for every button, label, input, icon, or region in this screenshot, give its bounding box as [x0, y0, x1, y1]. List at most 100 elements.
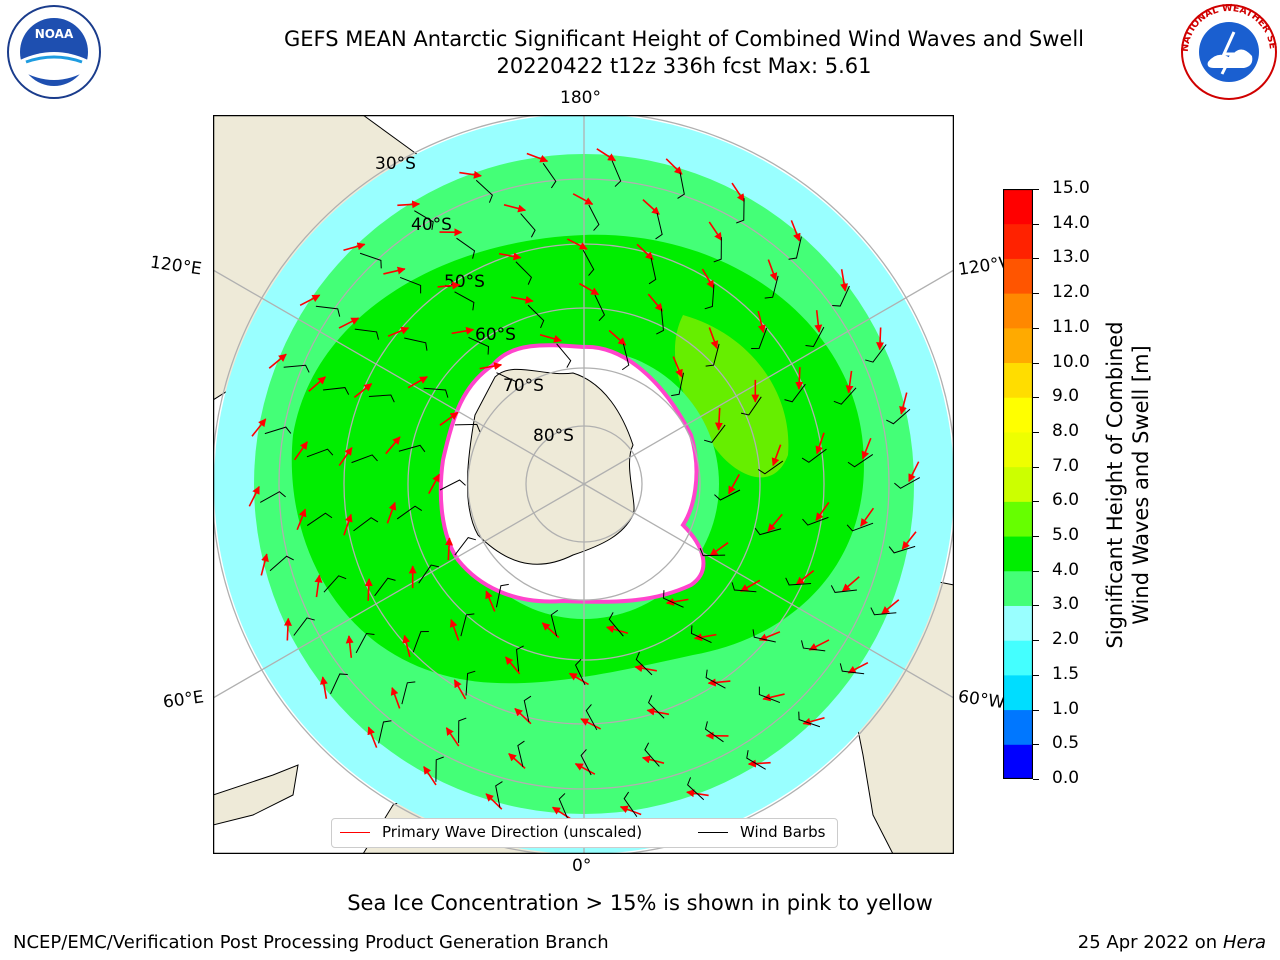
wave-direction-arrow [268, 353, 287, 369]
wave-direction-arrow [343, 242, 366, 251]
colorbar-segment [1003, 501, 1033, 537]
wave-direction-arrow [428, 473, 440, 495]
wind-barb [378, 720, 392, 744]
legend-barbs-swatch [698, 832, 728, 833]
wind-barb [623, 791, 638, 817]
wind-barb [870, 607, 897, 616]
wind-barb [404, 337, 428, 351]
colorbar-tick-label: 13.0 [1052, 247, 1090, 268]
wave-direction-arrow [299, 294, 321, 307]
colorbar-tick-label: 10.0 [1052, 351, 1090, 372]
wave-direction-arrow [619, 805, 642, 816]
colorbar-segment [1003, 293, 1033, 329]
wind-barb [283, 364, 310, 373]
wave-direction-arrow [693, 633, 717, 642]
wave-direction-arrow [665, 597, 689, 606]
wind-barb [396, 505, 423, 520]
wave-direction-arrow [845, 370, 854, 394]
wave-direction-arrow [439, 411, 459, 426]
wave-direction-arrow [251, 418, 267, 437]
wave-direction-arrow [714, 407, 723, 431]
wind-barb [264, 426, 292, 435]
wave-direction-arrow [861, 437, 872, 460]
colorbar [1003, 189, 1033, 779]
colorbar-frame [1003, 189, 1033, 779]
madagascar-land [213, 764, 299, 826]
colorbar-tick [1033, 362, 1039, 364]
wind-barb [418, 564, 440, 584]
wind-barb [714, 489, 741, 501]
wave-direction-arrow [526, 152, 549, 163]
wind-barb [423, 387, 449, 398]
wave-direction-arrow [314, 574, 323, 598]
colorbar-tick-label: 3.0 [1052, 594, 1080, 615]
wave-direction-arrow [445, 537, 454, 561]
wave-direction-arrow [762, 693, 785, 702]
wave-direction-arrow [767, 513, 783, 532]
wind-barb [764, 275, 779, 299]
colorbar-tick [1033, 779, 1039, 780]
wind-barb [585, 704, 598, 731]
wave-direction-arrow [572, 193, 594, 205]
wind-barb [705, 669, 726, 689]
wind-barb [611, 160, 622, 187]
wave-direction-arrow [338, 317, 360, 329]
wind-barb [456, 237, 476, 259]
wind-barb [888, 545, 916, 554]
wave-direction-arrow [908, 461, 920, 483]
wave-direction-arrow [511, 295, 534, 304]
colorbar-tick-label: 15.0 [1052, 178, 1090, 198]
wind-barb [574, 658, 586, 686]
colorbar-label-line2: Wind Waves and Swell [m] [1129, 345, 1153, 625]
wave-direction-arrow [293, 441, 308, 461]
wave-direction-arrow [747, 759, 771, 768]
lon-label-120e: 120°E [148, 252, 203, 280]
wind-barb [635, 651, 653, 676]
wind-barb [401, 681, 416, 705]
wind-barb [677, 172, 685, 199]
wave-direction-arrow [579, 282, 600, 296]
colorbar-segment [1003, 744, 1033, 779]
wave-direction-arrow [407, 376, 428, 389]
wave-direction-arrow [345, 635, 354, 658]
noaa-logo-icon: NOAA [7, 5, 101, 99]
wind-barb [588, 204, 600, 231]
wave-direction-arrow [353, 383, 373, 399]
colorbar-tick-label: 1.0 [1052, 698, 1080, 719]
wind-barb [495, 583, 509, 608]
colorbar-tick [1033, 709, 1039, 711]
wind-barb [315, 305, 341, 317]
wind-barb [805, 326, 825, 348]
wind-barb [516, 645, 524, 672]
wind-barb [746, 750, 766, 770]
colorbar-tick [1033, 605, 1039, 607]
wind-barb [517, 740, 525, 768]
wave-direction-arrow [708, 221, 723, 241]
wave-direction-arrow [709, 542, 729, 557]
wave-direction-arrow [840, 269, 849, 292]
wind-barb [458, 717, 467, 743]
graticule [213, 115, 954, 854]
colorbar-segment [1003, 258, 1033, 294]
wave-direction-arrow [397, 200, 421, 209]
chart-title: GEFS MEAN Antarctic Significant Height o… [283, 27, 1085, 51]
wave-direction-arrow [283, 617, 292, 641]
colorbar-tick-label: 1.5 [1052, 663, 1080, 684]
wave-direction-arrow [504, 656, 521, 675]
wave-direction-arrow [841, 576, 860, 592]
wind-barb [736, 198, 745, 224]
colorbar-segment [1003, 189, 1033, 225]
legend-primary-label: Primary Wave Direction (unscaled) [382, 823, 643, 841]
lon-label-180: 180° [560, 88, 601, 108]
wind-barb [435, 756, 444, 782]
colorbar-tick-label: 0.5 [1052, 733, 1080, 754]
wave-direction-arrow [815, 432, 825, 455]
footer-date-text: 25 Apr 2022 on [1077, 932, 1223, 953]
wind-barb [542, 163, 557, 189]
wave-direction-arrow [260, 553, 269, 576]
wind-barb [580, 749, 592, 776]
wind-barb [865, 344, 887, 363]
lat-label-70: 70°S [503, 376, 544, 396]
wind-barb [475, 179, 493, 203]
wave-direction-arrow [248, 485, 260, 507]
